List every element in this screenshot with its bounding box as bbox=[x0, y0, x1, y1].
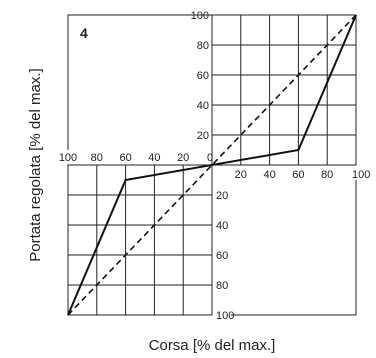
tick-label-left-x: 20 bbox=[177, 152, 189, 164]
tick-label-bottom-y: 80 bbox=[216, 280, 228, 292]
tick-label-bottom-y: 40 bbox=[216, 220, 228, 232]
outline-bottom-right bbox=[230, 180, 357, 316]
tick-label-top-y: 60 bbox=[197, 70, 209, 82]
tick-label-right-x: 20 bbox=[235, 169, 247, 181]
tick-label-top-y: 100 bbox=[191, 10, 209, 22]
series-line-characteristic bbox=[67, 14, 357, 316]
y-axis-label: Portata regolata [% del max.] bbox=[27, 68, 44, 261]
tick-label-right-x: 60 bbox=[292, 169, 304, 181]
outline-top-left bbox=[67, 14, 212, 150]
tick-label-bottom-y: 20 bbox=[216, 190, 228, 202]
tick-label-left-x: 40 bbox=[148, 152, 160, 164]
tick-label-right-x: 40 bbox=[263, 169, 275, 181]
tick-label-top-y: 80 bbox=[197, 40, 209, 52]
tick-label-right-x: 80 bbox=[321, 169, 333, 181]
tick-label-right-x: 100 bbox=[352, 169, 370, 181]
x-axis-label: Corsa [% del max.] bbox=[149, 337, 276, 354]
tick-label-left-x: 80 bbox=[91, 152, 103, 164]
tick-label-bottom-y: 60 bbox=[216, 250, 228, 262]
grid-lines bbox=[68, 15, 356, 315]
tick-label-left-x: 60 bbox=[119, 152, 131, 164]
tick-label-top-y: 40 bbox=[197, 100, 209, 112]
tick-label-top-y: 20 bbox=[197, 130, 209, 142]
tick-label-origin: 0 bbox=[207, 152, 213, 164]
quadrant-frame bbox=[67, 14, 357, 316]
series-group bbox=[67, 14, 357, 316]
panel-label: 4 bbox=[80, 25, 88, 41]
tick-label-bottom-y: 100 bbox=[216, 310, 234, 322]
quadrant-box-bottom-left bbox=[67, 164, 213, 316]
tick-label-left-x: 100 bbox=[59, 152, 77, 164]
quadrant-box-top-right bbox=[211, 14, 357, 166]
